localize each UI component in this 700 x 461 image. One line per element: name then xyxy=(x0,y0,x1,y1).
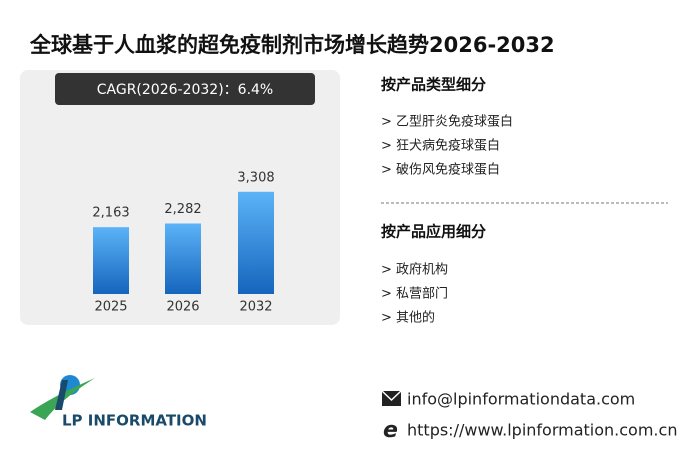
email: info@lpinformationdata.com xyxy=(407,390,635,409)
value-label: 3,308 xyxy=(237,170,274,185)
email-icon xyxy=(381,390,402,406)
segment-title: 按产品应用细分 xyxy=(381,223,486,241)
cagr-label: CAGR(2026-2032)：6.4% xyxy=(97,82,273,98)
web-icon: e xyxy=(383,418,398,443)
segment-item: > 破伤风免疫球蛋白 xyxy=(381,162,500,178)
bar xyxy=(93,227,129,294)
value-label: 2,282 xyxy=(164,202,201,217)
segment-item: > 狂犬病免疫球蛋白 xyxy=(381,138,500,154)
logo-text: LP INFORMATION xyxy=(62,412,207,430)
bar xyxy=(165,223,201,294)
chart-title: 全球基于人血浆的超免疫制剂市场增长趋势2026-2032 xyxy=(29,33,555,57)
x-tick-label: 2032 xyxy=(239,300,272,315)
segment-item: > 政府机构 xyxy=(381,263,448,278)
segment-item: > 乙型肝炎免疫球蛋白 xyxy=(381,114,513,130)
x-tick-label: 2026 xyxy=(166,300,199,315)
website: https://www.lpinformation.com.cn xyxy=(407,421,677,440)
segment-title: 按产品类型细分 xyxy=(381,76,486,94)
value-label: 2,163 xyxy=(92,206,129,221)
cagr-box xyxy=(55,73,315,105)
segment-item: > 私营部门 xyxy=(381,287,448,302)
bar xyxy=(238,191,274,294)
segment-item: > 其他的 xyxy=(381,310,435,326)
logo-mark xyxy=(30,375,95,420)
x-tick-label: 2025 xyxy=(94,300,127,315)
